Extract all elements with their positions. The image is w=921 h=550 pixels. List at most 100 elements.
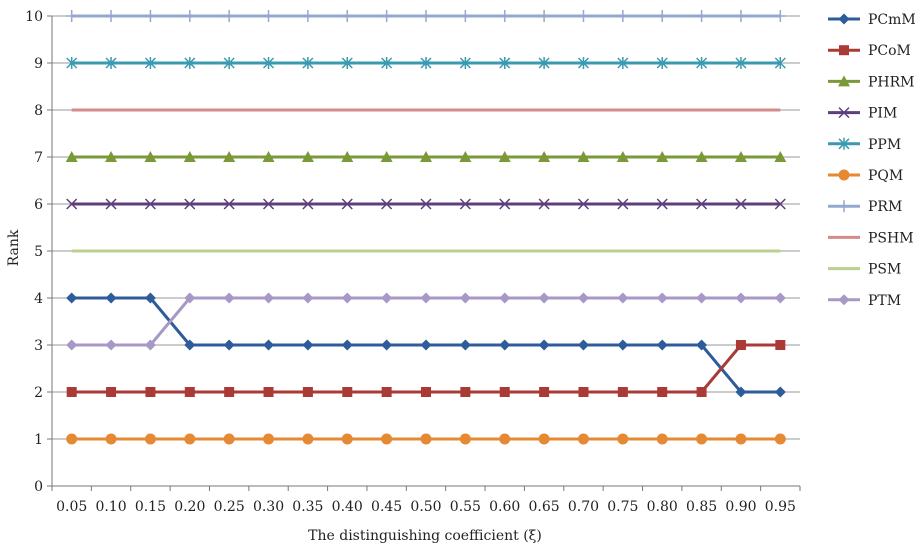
point-pqm — [341, 433, 353, 445]
legend-marker-ppm — [838, 137, 850, 150]
legend-label-psm: PSM — [868, 262, 901, 278]
point-pcmm — [656, 339, 668, 351]
legend: PCmM PCoM PHRM PIM PPM PQM PRM PSHM PSM PTM — [828, 12, 916, 309]
point-pcom — [106, 387, 117, 397]
point-pim — [184, 198, 196, 210]
legend-item-pcom: PCoM — [828, 43, 911, 59]
point-phrm — [223, 151, 236, 162]
legend-label-pcom: PCoM — [868, 43, 911, 59]
point-prm — [656, 10, 669, 22]
point-ptm — [105, 339, 117, 351]
x-tick-label: 0.65 — [529, 499, 560, 515]
point-pim — [381, 198, 393, 210]
x-tick-label: 0.95 — [765, 499, 796, 515]
point-pim — [420, 198, 432, 210]
point-pim — [144, 198, 156, 210]
point-pcmm — [735, 386, 747, 398]
point-prm — [183, 10, 196, 22]
x-tick-label: 0.15 — [135, 499, 166, 515]
point-pcom — [342, 387, 353, 397]
point-prm — [262, 10, 275, 22]
point-pim — [66, 198, 78, 210]
y-tick-label: 8 — [34, 103, 43, 119]
x-tick-label: 0.20 — [174, 499, 205, 515]
point-ppm — [499, 57, 511, 69]
point-prm — [65, 10, 78, 22]
x-tick-label: 0.85 — [686, 499, 717, 515]
legend-item-ppm: PPM — [828, 137, 901, 153]
point-ppm — [577, 57, 590, 69]
point-ppm — [459, 57, 471, 69]
point-pim — [774, 198, 786, 210]
point-prm — [223, 10, 236, 22]
point-pqm — [302, 433, 314, 445]
point-pim — [499, 198, 511, 210]
series-pcmm — [66, 292, 786, 398]
point-ppm — [774, 57, 786, 69]
point-phrm — [301, 151, 314, 162]
y-tick-label: 2 — [34, 385, 43, 401]
legend-item-pshm: PSHM — [828, 230, 914, 246]
point-prm — [341, 10, 354, 22]
y-tick-label: 10 — [25, 9, 43, 25]
legend-marker-pqm — [838, 169, 850, 181]
point-phrm — [459, 151, 472, 162]
point-ptm — [144, 339, 156, 351]
x-tick-label: 0.60 — [489, 499, 520, 515]
point-pcmm — [263, 339, 275, 351]
x-tick-label: 0.05 — [56, 499, 87, 515]
axes: 0 1 2 3 4 5 6 7 8 9 10 0.05 0.10 0.15 0.20 0.25 0.30 0.35… — [25, 9, 801, 515]
x-tick-label: 0.30 — [253, 499, 284, 515]
x-tick-label: 0.40 — [332, 499, 363, 515]
series-line-ptm — [71, 296, 781, 347]
legend-label-pim: PIM — [868, 106, 897, 122]
x-tick-label: 0.35 — [292, 499, 323, 515]
point-phrm — [577, 151, 590, 162]
gridlines — [52, 15, 800, 440]
point-pcmm — [420, 339, 432, 351]
point-ptm — [696, 292, 708, 304]
point-ptm — [184, 292, 196, 304]
point-pim — [696, 198, 708, 210]
point-prm — [498, 10, 511, 22]
y-tick-label: 9 — [34, 56, 43, 72]
point-pcom — [381, 387, 392, 397]
point-prm — [616, 10, 629, 22]
legend-marker-phrm — [838, 75, 850, 87]
point-ptm — [223, 292, 235, 304]
point-pim — [459, 198, 471, 210]
point-pcom — [499, 387, 510, 397]
point-pcmm — [341, 339, 353, 351]
point-phrm — [695, 151, 708, 162]
point-ptm — [381, 292, 393, 304]
point-ppm — [656, 57, 668, 69]
point-pcom — [224, 387, 235, 397]
x-axis-title: The distinguishing coefficient (ξ) — [308, 528, 542, 544]
point-ppm — [696, 57, 708, 69]
point-phrm — [774, 151, 787, 162]
point-ppm — [66, 57, 78, 69]
point-ptm — [459, 292, 471, 304]
point-phrm — [144, 151, 157, 162]
point-pqm — [774, 433, 786, 445]
legend-label-pcmm: PCmM — [868, 12, 916, 28]
point-pcom — [460, 387, 471, 397]
point-ppm — [223, 57, 235, 69]
y-tick-label: 6 — [34, 197, 43, 213]
point-pcom — [617, 387, 628, 397]
series-pcom — [66, 340, 786, 397]
point-pim — [105, 198, 117, 210]
point-prm — [538, 10, 551, 22]
point-pcmm — [381, 339, 393, 351]
point-ppm — [341, 57, 353, 69]
point-pim — [577, 198, 590, 210]
point-ptm — [538, 292, 550, 304]
point-pqm — [263, 433, 275, 445]
legend-item-psm: PSM — [828, 262, 901, 278]
x-tick-label: 0.90 — [725, 499, 756, 515]
point-ppm — [105, 57, 117, 69]
point-pqm — [617, 433, 629, 445]
point-ptm — [263, 292, 275, 304]
point-ppm — [184, 57, 196, 69]
point-ppm — [262, 57, 275, 69]
